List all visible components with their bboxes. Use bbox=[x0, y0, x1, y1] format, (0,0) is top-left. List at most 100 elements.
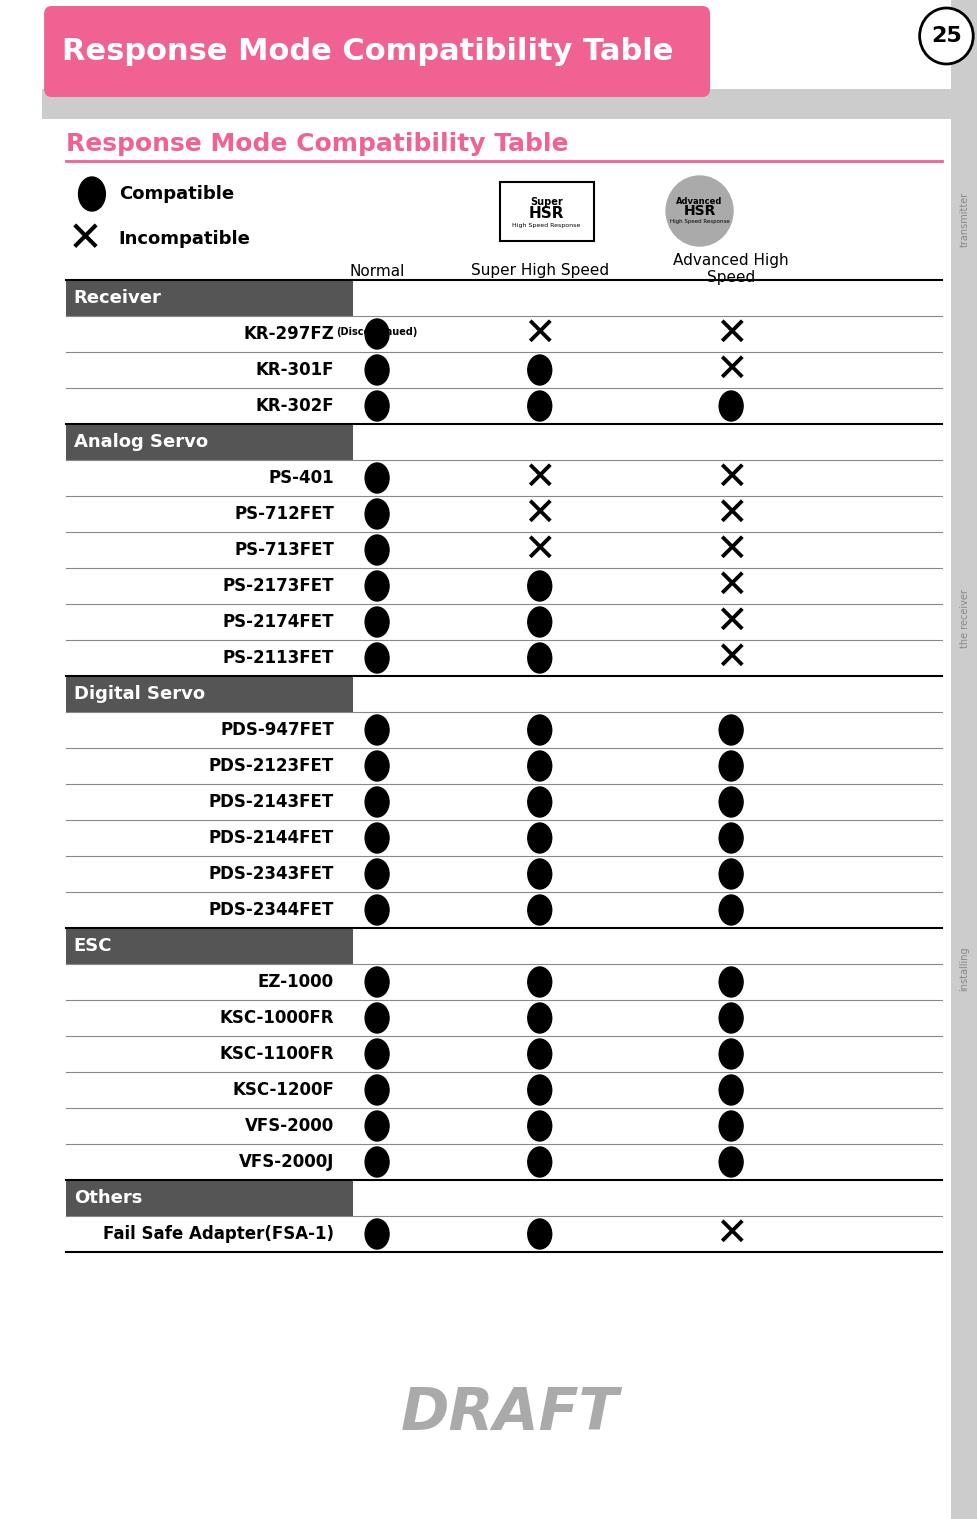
Ellipse shape bbox=[718, 1039, 743, 1069]
Text: VFS-2000: VFS-2000 bbox=[244, 1116, 334, 1135]
Ellipse shape bbox=[528, 571, 551, 602]
FancyBboxPatch shape bbox=[42, 90, 977, 118]
Text: Super High Speed: Super High Speed bbox=[470, 263, 609, 278]
FancyBboxPatch shape bbox=[951, 0, 977, 1519]
Text: ✕: ✕ bbox=[714, 567, 746, 605]
Ellipse shape bbox=[718, 787, 743, 817]
Ellipse shape bbox=[528, 1147, 551, 1177]
Ellipse shape bbox=[528, 608, 551, 636]
FancyBboxPatch shape bbox=[66, 928, 353, 965]
Ellipse shape bbox=[364, 860, 389, 889]
Ellipse shape bbox=[364, 1147, 389, 1177]
Ellipse shape bbox=[364, 1003, 389, 1033]
Text: PS-2174FET: PS-2174FET bbox=[223, 614, 334, 630]
Text: PS-713FET: PS-713FET bbox=[234, 541, 334, 559]
Ellipse shape bbox=[528, 355, 551, 384]
Text: Receiver: Receiver bbox=[73, 289, 161, 307]
Text: EZ-1000: EZ-1000 bbox=[258, 974, 334, 990]
Ellipse shape bbox=[364, 1039, 389, 1069]
Text: PDS-2143FET: PDS-2143FET bbox=[208, 793, 334, 811]
Ellipse shape bbox=[364, 1110, 389, 1141]
Ellipse shape bbox=[364, 968, 389, 996]
Text: 25: 25 bbox=[930, 26, 960, 46]
Text: Compatible: Compatible bbox=[118, 185, 234, 204]
Ellipse shape bbox=[528, 1003, 551, 1033]
Text: High Speed Response: High Speed Response bbox=[669, 220, 729, 225]
Text: PDS-2344FET: PDS-2344FET bbox=[208, 901, 334, 919]
Ellipse shape bbox=[718, 895, 743, 925]
Text: Fail Safe Adapter(FSA-1): Fail Safe Adapter(FSA-1) bbox=[103, 1224, 334, 1243]
Ellipse shape bbox=[528, 1039, 551, 1069]
FancyBboxPatch shape bbox=[499, 182, 594, 242]
Ellipse shape bbox=[364, 1075, 389, 1104]
Ellipse shape bbox=[528, 643, 551, 673]
Ellipse shape bbox=[364, 355, 389, 384]
Ellipse shape bbox=[78, 178, 106, 211]
Ellipse shape bbox=[364, 895, 389, 925]
Ellipse shape bbox=[528, 715, 551, 744]
Text: KR-301F: KR-301F bbox=[255, 362, 334, 380]
Text: PDS-947FET: PDS-947FET bbox=[220, 722, 334, 740]
Ellipse shape bbox=[364, 787, 389, 817]
Text: ✕: ✕ bbox=[714, 314, 746, 352]
Ellipse shape bbox=[364, 463, 389, 494]
Text: PS-2173FET: PS-2173FET bbox=[223, 577, 334, 595]
Ellipse shape bbox=[528, 860, 551, 889]
Text: ✕: ✕ bbox=[714, 459, 746, 497]
Text: High Speed Response: High Speed Response bbox=[512, 222, 580, 228]
Ellipse shape bbox=[528, 1110, 551, 1141]
Text: KSC-1000FR: KSC-1000FR bbox=[219, 1009, 334, 1027]
Text: Analog Servo: Analog Servo bbox=[73, 433, 208, 451]
Ellipse shape bbox=[528, 895, 551, 925]
Text: Response Mode Compatibility Table: Response Mode Compatibility Table bbox=[62, 36, 672, 65]
FancyBboxPatch shape bbox=[66, 424, 353, 460]
Ellipse shape bbox=[718, 1110, 743, 1141]
Text: ✕: ✕ bbox=[714, 351, 746, 389]
Ellipse shape bbox=[364, 535, 389, 565]
Text: PS-712FET: PS-712FET bbox=[234, 504, 334, 523]
Text: ✕: ✕ bbox=[523, 314, 556, 352]
Ellipse shape bbox=[718, 1003, 743, 1033]
Text: HSR: HSR bbox=[529, 207, 564, 222]
Text: PS-401: PS-401 bbox=[268, 469, 334, 488]
Text: Advanced High
Speed: Advanced High Speed bbox=[672, 252, 788, 286]
Text: ✕: ✕ bbox=[523, 495, 556, 533]
Ellipse shape bbox=[364, 1220, 389, 1249]
FancyBboxPatch shape bbox=[66, 279, 353, 316]
Ellipse shape bbox=[528, 823, 551, 854]
Text: ✕: ✕ bbox=[523, 532, 556, 570]
Ellipse shape bbox=[528, 968, 551, 996]
Text: HSR: HSR bbox=[683, 204, 715, 219]
Text: KSC-1100FR: KSC-1100FR bbox=[219, 1045, 334, 1063]
Text: ✕: ✕ bbox=[714, 1215, 746, 1253]
Text: PDS-2123FET: PDS-2123FET bbox=[208, 756, 334, 775]
Ellipse shape bbox=[718, 1075, 743, 1104]
Text: Normal: Normal bbox=[349, 263, 404, 278]
Circle shape bbox=[665, 176, 733, 246]
Text: (Discontinued): (Discontinued) bbox=[336, 327, 417, 337]
Text: KR-302F: KR-302F bbox=[255, 396, 334, 415]
Text: PDS-2343FET: PDS-2343FET bbox=[208, 864, 334, 883]
Ellipse shape bbox=[528, 750, 551, 781]
Text: Others: Others bbox=[73, 1189, 142, 1208]
Ellipse shape bbox=[364, 643, 389, 673]
FancyBboxPatch shape bbox=[66, 1180, 353, 1217]
Ellipse shape bbox=[528, 787, 551, 817]
Ellipse shape bbox=[364, 319, 389, 349]
Ellipse shape bbox=[718, 860, 743, 889]
Ellipse shape bbox=[364, 715, 389, 744]
Text: PDS-2144FET: PDS-2144FET bbox=[208, 829, 334, 848]
Ellipse shape bbox=[718, 750, 743, 781]
Text: ✕: ✕ bbox=[714, 639, 746, 677]
Text: installing: installing bbox=[958, 946, 968, 992]
Text: Response Mode Compatibility Table: Response Mode Compatibility Table bbox=[66, 132, 568, 156]
FancyBboxPatch shape bbox=[66, 676, 353, 712]
Text: ✕: ✕ bbox=[714, 532, 746, 570]
Text: KR-297FZ: KR-297FZ bbox=[243, 325, 334, 343]
Ellipse shape bbox=[718, 823, 743, 854]
Ellipse shape bbox=[364, 571, 389, 602]
Ellipse shape bbox=[718, 715, 743, 744]
FancyBboxPatch shape bbox=[44, 6, 709, 97]
Text: DRAFT: DRAFT bbox=[401, 1385, 618, 1443]
Text: PS-2113FET: PS-2113FET bbox=[223, 649, 334, 667]
